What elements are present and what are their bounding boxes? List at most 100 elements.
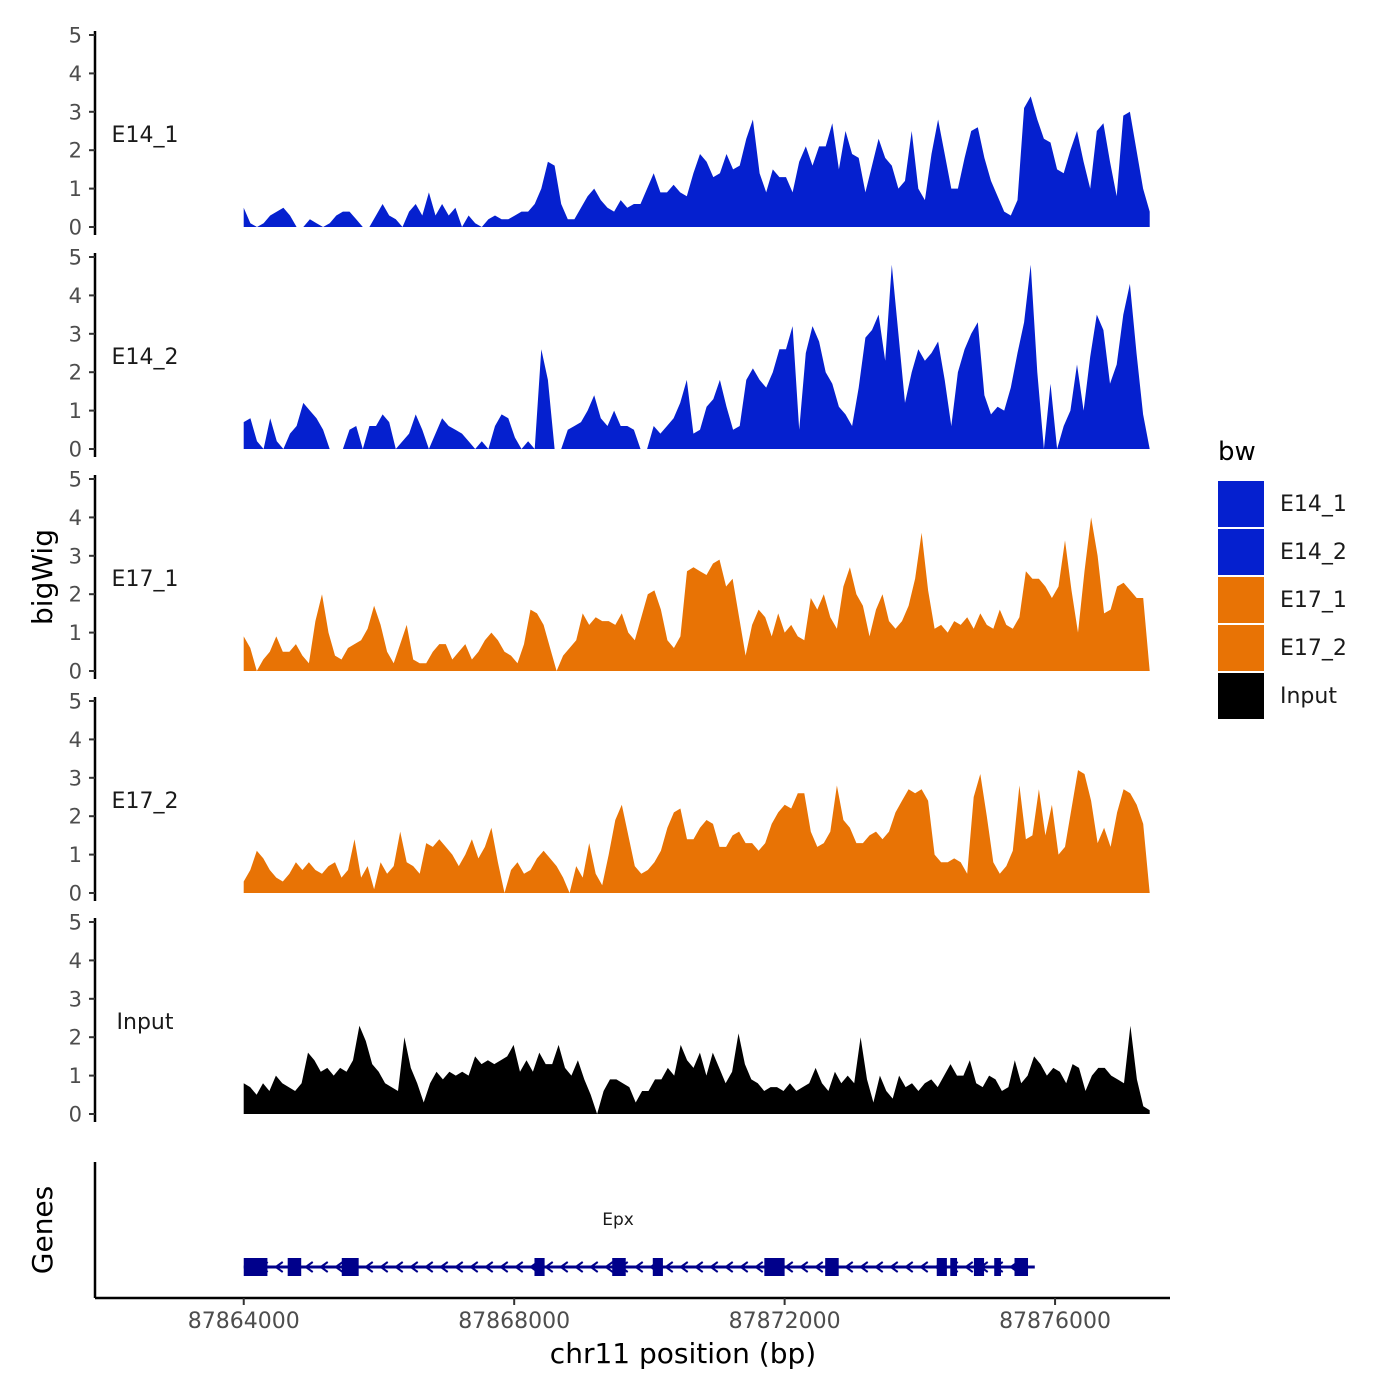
y-axis-title: bigWig <box>26 529 59 625</box>
gene-exon <box>936 1258 947 1276</box>
strand-arrow <box>484 1261 494 1273</box>
track-E14_1: 0 1 2 3 4 5 E14_1 <box>69 24 1150 240</box>
y-tick-label: 4 <box>69 506 82 530</box>
strand-arrow <box>454 1261 464 1273</box>
strand-arrow <box>844 1261 854 1273</box>
track-E14_2: 0 1 2 3 4 5 E14_2 <box>69 246 1150 462</box>
y-tick-label: 4 <box>69 284 82 308</box>
gene-exon <box>612 1258 626 1276</box>
legend-label-E14_2: E14_2 <box>1280 540 1347 565</box>
gene-exon <box>764 1258 785 1276</box>
track-label-E17_2: E17_2 <box>112 789 179 814</box>
strand-arrow <box>694 1261 704 1273</box>
signal-area-E14_1 <box>243 96 1150 228</box>
y-tick-label: 3 <box>69 766 82 790</box>
y-tick-label: 5 <box>69 24 82 48</box>
y-tick-label: 2 <box>69 805 82 829</box>
y-tick-label: 0 <box>69 660 82 684</box>
track-label-Input: Input <box>117 1010 174 1035</box>
y-tick-label: 2 <box>69 1026 82 1050</box>
x-axis: 87864000 87868000 87872000 87876000 <box>95 1296 1170 1334</box>
gene-exon <box>950 1258 958 1276</box>
track-Input: 0 1 2 3 4 5 Input <box>69 911 1150 1127</box>
strand-arrow <box>754 1261 764 1273</box>
strand-arrow <box>544 1261 554 1273</box>
y-tick-label: 0 <box>69 882 82 906</box>
gene-exon <box>1014 1258 1029 1276</box>
track-label-E14_2: E14_2 <box>112 345 179 370</box>
strand-arrow <box>859 1261 869 1273</box>
strand-arrow <box>424 1261 434 1273</box>
track-E17_1: 0 1 2 3 4 5 E17_1 <box>69 468 1150 684</box>
gene-exon <box>994 1258 1001 1276</box>
y-tick-label: 1 <box>69 399 82 423</box>
strand-arrow <box>739 1261 749 1273</box>
legend-swatch-Input <box>1218 673 1264 719</box>
genes-axis-title: Genes <box>26 1186 59 1274</box>
y-tick-label: 1 <box>69 621 82 645</box>
strand-arrow <box>799 1261 809 1273</box>
gene-name-label: Epx <box>602 1210 634 1230</box>
strand-arrow <box>409 1261 419 1273</box>
legend-label-E17_1: E17_1 <box>1280 588 1347 613</box>
y-tick-label: 4 <box>69 949 82 973</box>
y-tick-label: 0 <box>69 216 82 240</box>
signal-area-E14_2 <box>243 264 1150 449</box>
legend-title: bw <box>1218 437 1256 467</box>
signal-area-E17_1 <box>243 517 1150 671</box>
x-tick-label: 87864000 <box>188 1309 300 1334</box>
strand-arrow <box>604 1261 614 1273</box>
y-tick-label: 3 <box>69 100 82 124</box>
y-tick-label: 5 <box>69 246 82 270</box>
strand-arrow <box>964 1261 974 1273</box>
strand-arrow <box>364 1261 374 1273</box>
legend-swatch-E14_1 <box>1218 481 1264 527</box>
y-tick-label: 5 <box>69 690 82 714</box>
y-tick-label: 5 <box>69 911 82 935</box>
strand-arrow <box>634 1261 644 1273</box>
strand-arrow <box>814 1261 824 1273</box>
signal-area-Input <box>243 1025 1150 1114</box>
gene-track: Epx <box>93 1162 1035 1298</box>
strand-arrow <box>574 1261 584 1273</box>
signal-area-E17_2 <box>243 770 1150 893</box>
x-tick-label: 87868000 <box>458 1309 570 1334</box>
strand-arrow <box>469 1261 479 1273</box>
track-label-E14_1: E14_1 <box>112 123 179 148</box>
legend-swatch-E14_2 <box>1218 529 1264 575</box>
gene-exon <box>534 1258 545 1276</box>
legend-label-Input: Input <box>1280 684 1337 709</box>
y-tick-label: 1 <box>69 1064 82 1088</box>
strand-arrow <box>784 1261 794 1273</box>
strand-arrow <box>709 1261 719 1273</box>
strand-arrow <box>724 1261 734 1273</box>
x-tick-label: 87872000 <box>729 1309 841 1334</box>
tracks: 0 1 2 3 4 5 E14_1 0 1 2 3 4 5 E14_2 0 1 2 3 4 5 E17_1 0 1 2 3 4 5 E… <box>69 24 1150 1127</box>
y-tick-label: 2 <box>69 139 82 163</box>
gene-exon <box>287 1258 302 1276</box>
strand-arrow <box>499 1261 509 1273</box>
y-tick-label: 1 <box>69 843 82 867</box>
y-tick-label: 0 <box>69 438 82 462</box>
y-tick-label: 2 <box>69 583 82 607</box>
y-tick-label: 2 <box>69 361 82 385</box>
strand-arrow <box>904 1261 914 1273</box>
legend-swatch-E17_1 <box>1218 577 1264 623</box>
gene-exon <box>652 1258 663 1276</box>
track-E17_2: 0 1 2 3 4 5 E17_2 <box>69 690 1150 906</box>
y-tick-label: 3 <box>69 987 82 1011</box>
strand-arrow <box>514 1261 524 1273</box>
y-tick-label: 1 <box>69 177 82 201</box>
strand-arrow <box>394 1261 404 1273</box>
track-label-E17_1: E17_1 <box>112 567 179 592</box>
y-tick-label: 5 <box>69 468 82 492</box>
strand-arrow <box>919 1261 929 1273</box>
x-tick-label: 87876000 <box>999 1309 1111 1334</box>
y-tick-label: 3 <box>69 322 82 346</box>
gene-exon <box>243 1258 268 1276</box>
strand-arrow <box>334 1261 344 1273</box>
gene-exon <box>973 1258 985 1276</box>
legend: bw E14_1 E14_2 E17_1 E17_2 Input <box>1218 437 1347 719</box>
strand-arrow <box>889 1261 899 1273</box>
